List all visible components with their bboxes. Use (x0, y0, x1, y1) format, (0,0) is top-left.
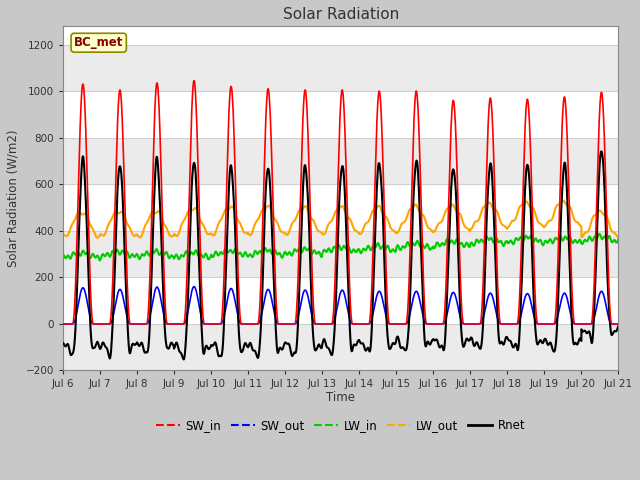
X-axis label: Time: Time (326, 391, 355, 404)
Bar (63, 324, 618, 371)
Legend: SW_in, SW_out, LW_in, LW_out, Rnet: SW_in, SW_out, LW_in, LW_out, Rnet (152, 414, 530, 437)
LW_in (497, 238, 504, 244)
LW_out (320, 232, 328, 238)
SW_out (435, 321, 442, 327)
Rnet (435, 342, 442, 348)
SW_in (159, 228, 166, 234)
SW_in (435, 321, 442, 327)
SW_out (465, 321, 473, 327)
SW_in (497, 321, 504, 327)
Rnet (614, 324, 621, 330)
SW_out (190, 284, 198, 289)
SW_out (59, 321, 67, 327)
Rnet (465, 338, 473, 344)
LW_out (59, 233, 67, 239)
Rnet (159, 275, 166, 280)
Y-axis label: Solar Radiation (W/m2): Solar Radiation (W/m2) (7, 130, 20, 267)
LW_in (435, 241, 442, 247)
Line: Rnet: Rnet (63, 151, 618, 360)
SW_out (497, 321, 504, 327)
Bar (63, 231, 618, 277)
SW_in (614, 321, 621, 327)
LW_out (614, 234, 621, 240)
SW_out (614, 321, 622, 327)
LW_out (159, 218, 166, 224)
LW_in (59, 252, 67, 258)
SW_in (614, 321, 622, 327)
Bar (63, 138, 618, 184)
SW_in (465, 321, 473, 327)
LW_out (559, 198, 566, 204)
Rnet (320, 336, 328, 342)
SW_in (190, 78, 198, 84)
Bar (63, 45, 618, 91)
LW_in (465, 244, 473, 250)
LW_out (465, 228, 473, 233)
Rnet (497, 340, 504, 346)
Line: LW_in: LW_in (63, 234, 618, 261)
Line: SW_in: SW_in (63, 81, 618, 324)
Line: SW_out: SW_out (63, 287, 618, 324)
Title: Solar Radiation: Solar Radiation (283, 7, 399, 22)
Text: BC_met: BC_met (74, 36, 124, 49)
SW_out (614, 321, 621, 327)
LW_in (614, 238, 621, 243)
LW_in (96, 258, 104, 264)
LW_out (614, 234, 622, 240)
LW_in (320, 247, 328, 252)
LW_in (614, 236, 622, 242)
SW_in (59, 321, 67, 327)
Rnet (614, 323, 622, 329)
LW_in (159, 251, 166, 256)
Rnet (598, 148, 605, 154)
LW_in (595, 231, 603, 237)
Rnet (180, 357, 188, 362)
Rnet (59, 340, 67, 346)
LW_out (435, 221, 442, 227)
SW_out (320, 321, 328, 327)
SW_in (320, 321, 328, 327)
Line: LW_out: LW_out (63, 201, 618, 238)
SW_out (159, 307, 166, 312)
LW_out (93, 235, 101, 240)
LW_out (497, 219, 504, 225)
